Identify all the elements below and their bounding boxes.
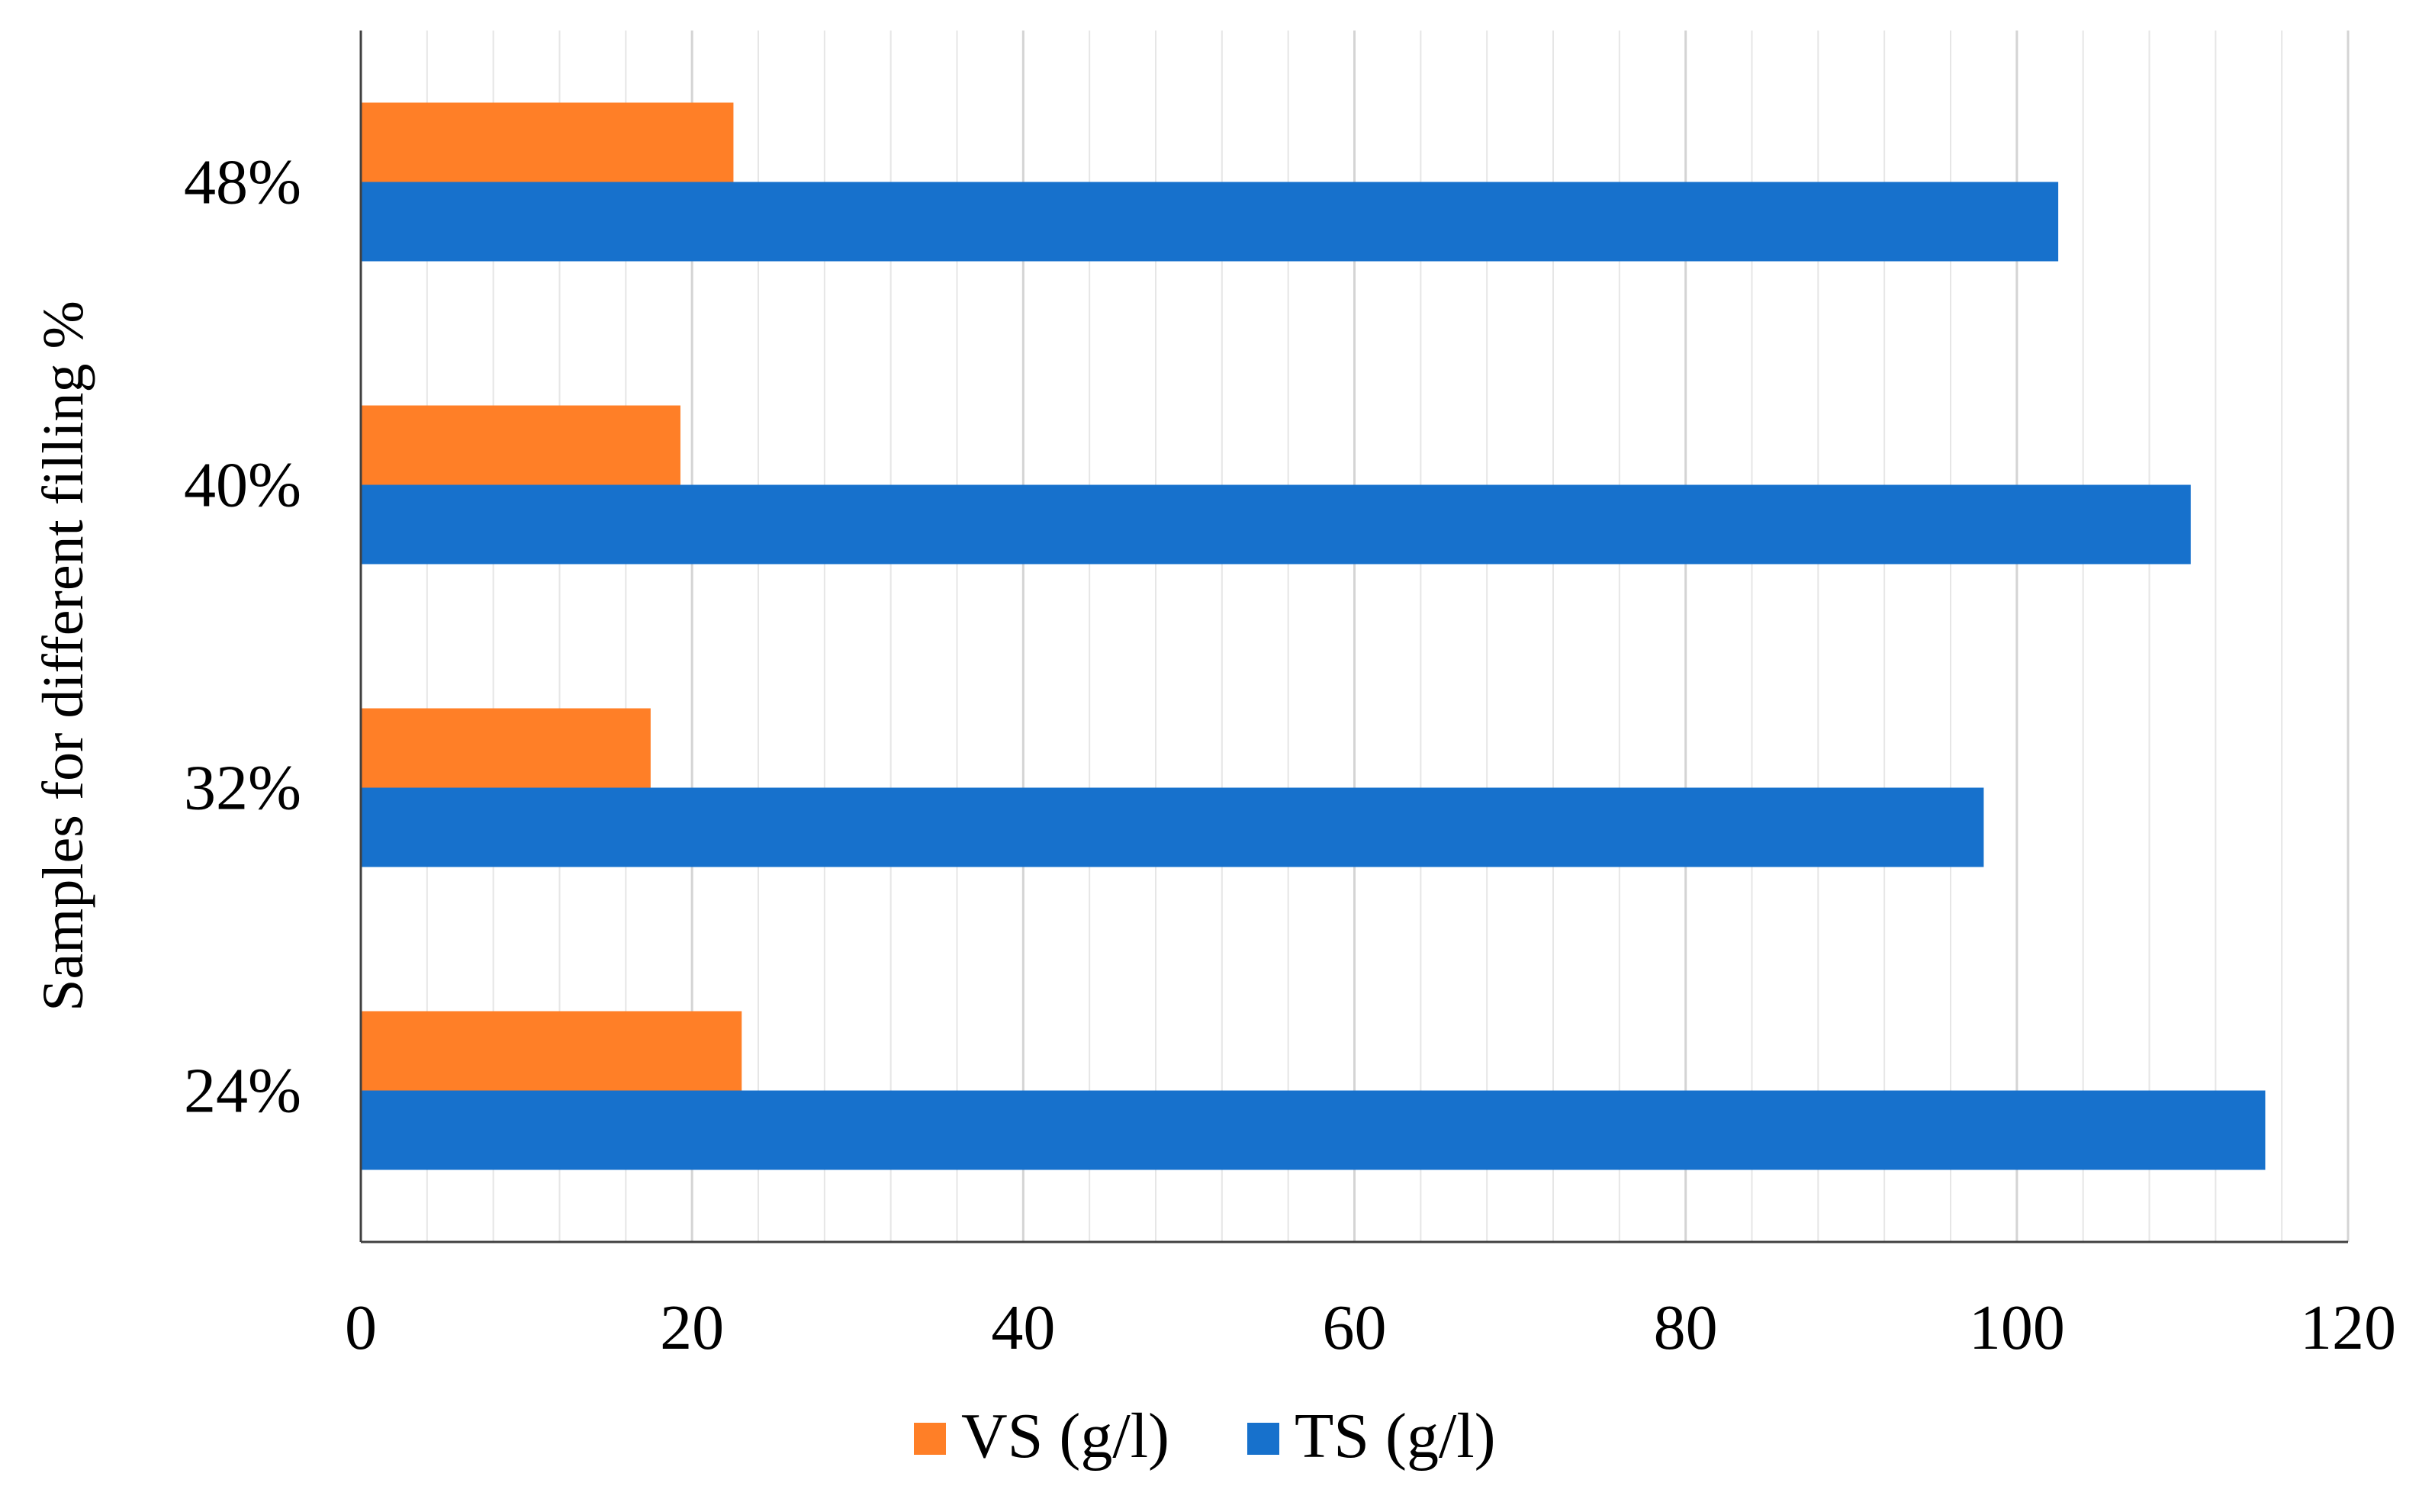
category-label: 40% xyxy=(184,450,301,521)
x-tick-label: 60 xyxy=(1323,1292,1387,1363)
x-tick-label: 100 xyxy=(1969,1292,2065,1363)
bar-vs-48pct xyxy=(361,102,734,182)
legend: VS (g/l) TS (g/l) xyxy=(914,1401,1496,1472)
legend-label: VS (g/l) xyxy=(961,1401,1169,1472)
legend-swatch xyxy=(914,1423,946,1455)
bar-vs-40pct xyxy=(361,405,680,485)
legend-swatch xyxy=(1247,1423,1279,1455)
bars xyxy=(361,102,2266,1170)
y-axis-label: Samples for different filling % xyxy=(31,301,95,1011)
x-tick-label: 20 xyxy=(660,1292,724,1363)
legend-label: TS (g/l) xyxy=(1295,1401,1496,1472)
axes xyxy=(359,31,2348,1243)
category-label: 48% xyxy=(184,147,301,218)
x-tick-labels: 0 20 40 60 80 100 120 xyxy=(345,1292,2396,1363)
category-label: 32% xyxy=(184,753,301,824)
bar-vs-32pct xyxy=(361,708,651,788)
bar-ts-48pct xyxy=(361,182,2059,262)
category-label: 24% xyxy=(184,1056,301,1127)
bar-ts-40pct xyxy=(361,484,2191,565)
category-labels: 24% 32% 40% 48% xyxy=(184,147,301,1127)
bar-ts-32pct xyxy=(361,787,1984,867)
x-tick-label: 40 xyxy=(991,1292,1055,1363)
bar-vs-24pct xyxy=(361,1011,742,1091)
x-tick-label: 120 xyxy=(2300,1292,2396,1363)
x-tick-label: 0 xyxy=(345,1292,377,1363)
bar-ts-24pct xyxy=(361,1090,2266,1170)
x-tick-label: 80 xyxy=(1654,1292,1718,1363)
